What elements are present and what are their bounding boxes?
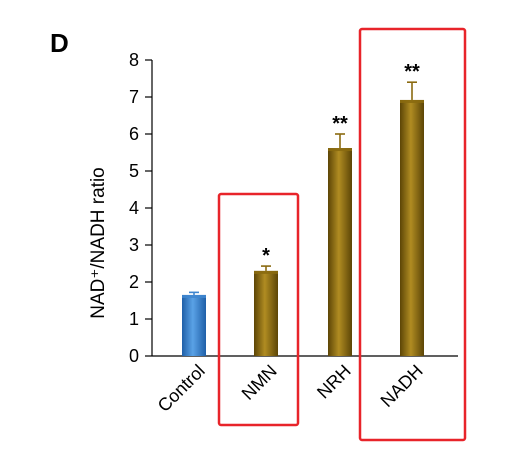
x-tick-label: NADH xyxy=(377,361,427,411)
y-tick-label: 8 xyxy=(129,50,139,70)
significance-marker: ** xyxy=(332,113,348,135)
y-tick-label: 3 xyxy=(129,235,139,255)
y-tick-label: 0 xyxy=(129,346,139,366)
bar-cap xyxy=(254,270,278,274)
y-axis-label: NAD⁺/NADH ratio xyxy=(88,167,109,319)
highlight-box-nmn xyxy=(217,192,300,427)
x-tick-labels: Control NMN NRH NADH xyxy=(154,361,427,416)
x-tick-label: NMN xyxy=(238,361,281,404)
y-tick-label: 1 xyxy=(129,309,139,329)
highlight-boxes xyxy=(217,27,467,442)
x-tick-label: NRH xyxy=(313,361,355,403)
highlight-box-nadh xyxy=(358,27,467,442)
y-tick-label: 6 xyxy=(129,124,139,144)
bar-nadh xyxy=(400,99,424,357)
bar-control xyxy=(182,294,206,356)
bars: ***** xyxy=(182,61,424,357)
bar-cap xyxy=(328,148,352,152)
y-tick-label: 2 xyxy=(129,272,139,292)
y-ticks: 0 1 2 3 4 5 6 7 8 xyxy=(129,50,152,366)
significance-marker: ** xyxy=(404,61,420,83)
y-tick-label: 5 xyxy=(129,161,139,181)
panel-label: D xyxy=(50,28,69,58)
significance-marker: * xyxy=(262,245,270,267)
bar-nrh xyxy=(328,148,352,356)
y-tick-label: 7 xyxy=(129,87,139,107)
bar-cap xyxy=(182,294,206,298)
y-tick-label: 4 xyxy=(129,198,139,218)
bar-cap xyxy=(400,99,424,103)
bar-nmn xyxy=(254,270,278,356)
x-tick-label: Control xyxy=(154,361,209,416)
